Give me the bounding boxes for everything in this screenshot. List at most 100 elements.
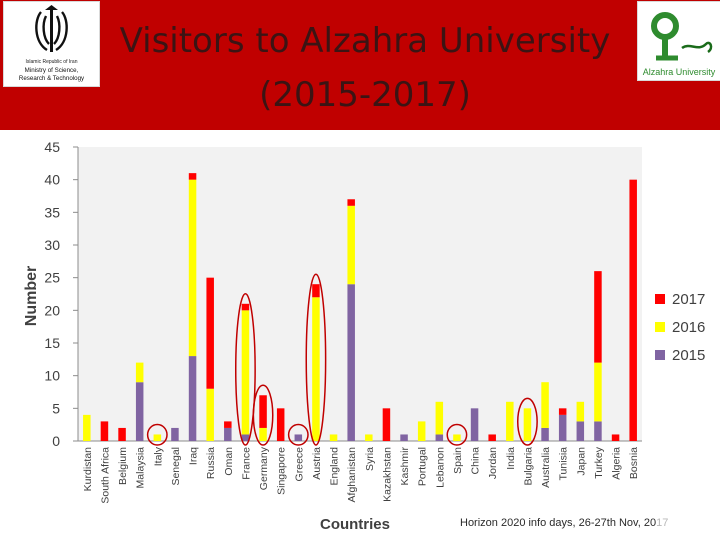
x-tick-label: France — [240, 447, 252, 480]
x-tick-label: Tunisia — [558, 447, 570, 481]
bar-2017 — [347, 199, 355, 206]
alzahra-logo-caption: Alzahra University — [643, 67, 716, 77]
bar-2015 — [435, 434, 444, 441]
bar-2015 — [347, 284, 355, 441]
x-tick-label: Italy — [152, 446, 164, 466]
bar-2015 — [576, 421, 585, 441]
x-tick-label: Bulgaria — [522, 447, 534, 486]
bar-2016 — [594, 362, 602, 422]
x-tick-label: Greece — [293, 447, 305, 482]
bar-2016 — [241, 310, 250, 435]
bar-2016 — [83, 414, 91, 441]
bar-2017 — [259, 395, 267, 428]
highlight-ellipse — [234, 293, 256, 446]
legend-label-2017: 2017 — [672, 291, 705, 308]
x-tick-label: Portugal — [417, 447, 429, 486]
x-tick-label: Austria — [311, 447, 323, 480]
x-tick-label: Spain — [452, 447, 464, 474]
ministry-logo-line1: Islamic Republic of Iran — [26, 59, 78, 65]
bar-2016 — [347, 205, 355, 285]
x-tick-label: Germany — [258, 446, 270, 490]
ministry-logo-line2: Ministry of Science, — [25, 67, 79, 74]
bar-2016 — [541, 382, 549, 428]
y-tick-label: 45 — [44, 139, 60, 155]
bar-2016 — [135, 362, 144, 383]
bar-2015 — [400, 434, 408, 441]
footer-note-main: Horizon 2020 info days, 26-27th Nov, 20 — [460, 517, 657, 529]
bar-2017 — [118, 427, 126, 441]
y-tick-label: 30 — [44, 237, 60, 253]
y-tick-label: 40 — [44, 172, 60, 188]
title-banner: Islamic Republic of Iran Ministry of Sci… — [0, 0, 720, 130]
bar-2016 — [365, 434, 373, 441]
bar-2017 — [312, 284, 320, 298]
bar-2016 — [453, 434, 461, 441]
legend-label-2016: 2016 — [672, 319, 705, 336]
bar-2015 — [171, 427, 179, 441]
bar-2016 — [329, 434, 338, 441]
x-tick-label: Algeria — [611, 447, 623, 480]
bar-2015 — [541, 427, 549, 441]
highlight-ellipse — [252, 384, 274, 446]
y-axis-label: Number — [23, 266, 40, 326]
bar-2016 — [153, 434, 162, 441]
legend-label-2015: 2015 — [672, 347, 705, 364]
x-tick-label: China — [470, 447, 482, 475]
x-tick-label: Russia — [205, 447, 217, 479]
bar-2016 — [506, 401, 514, 441]
y-tick-label: 0 — [52, 433, 60, 449]
x-tick-label: Singapore — [276, 447, 288, 495]
highlight-ellipse — [516, 397, 538, 446]
bar-2017 — [594, 271, 602, 363]
bar-2016 — [188, 179, 197, 357]
x-tick-label: Australia — [540, 447, 552, 488]
x-tick-label: India — [505, 447, 517, 470]
bar-2016 — [417, 421, 426, 441]
bar-2015 — [470, 408, 479, 441]
bar-2017 — [629, 179, 637, 441]
highlight-ellipse — [305, 273, 327, 446]
bar-2017 — [188, 173, 197, 180]
bar-2015 — [188, 356, 197, 441]
x-tick-label: Oman — [223, 447, 235, 476]
bar-2016 — [312, 297, 320, 441]
x-tick-label: Japan — [575, 447, 587, 476]
bar-2017 — [558, 408, 567, 415]
highlight-ellipse — [446, 423, 468, 446]
bar-2017 — [382, 408, 391, 441]
bar-2017 — [488, 434, 496, 441]
x-tick-label: Iraq — [188, 447, 200, 465]
x-tick-label: Lebanon — [434, 447, 446, 488]
highlight-ellipse — [146, 423, 168, 446]
bar-2015 — [241, 434, 250, 441]
x-tick-label: Kashmir — [399, 447, 411, 486]
footer-note: Horizon 2020 info days, 26-27th Nov, 201… — [460, 517, 668, 529]
bar-2015 — [594, 421, 602, 441]
x-tick-label: Belgium — [117, 447, 129, 485]
page-subtitle: (2015-2017) — [259, 75, 471, 115]
bar-2015 — [224, 427, 232, 441]
x-axis-label: Countries — [320, 516, 390, 533]
bar-2015 — [558, 414, 567, 441]
x-tick-label: Senegal — [170, 447, 182, 486]
iran-emblem-icon: Islamic Republic of Iran Ministry of Sci… — [19, 5, 85, 82]
bar-2017 — [206, 277, 214, 389]
x-tick-label: Turkey — [593, 446, 605, 478]
bar-2017 — [100, 421, 109, 441]
x-tick-label: South Africa — [99, 447, 111, 504]
legend-swatch-2017 — [655, 294, 665, 304]
x-tick-label: Kurdistan — [82, 447, 94, 492]
x-tick-label: Kazakhstan — [381, 447, 393, 502]
y-tick-label: 20 — [44, 302, 60, 318]
bar-2017 — [241, 303, 250, 311]
highlight-ellipse — [287, 423, 309, 446]
y-tick-label: 15 — [44, 335, 60, 351]
x-tick-label: Afghanistan — [346, 447, 358, 503]
y-tick-label: 10 — [44, 368, 60, 384]
legend-swatch-2015 — [655, 350, 665, 360]
bar-2015 — [135, 382, 144, 441]
bar-2017 — [276, 408, 285, 441]
bar-2015 — [294, 434, 303, 441]
x-tick-label: Jordan — [487, 447, 499, 479]
x-tick-label: Malaysia — [135, 447, 147, 489]
